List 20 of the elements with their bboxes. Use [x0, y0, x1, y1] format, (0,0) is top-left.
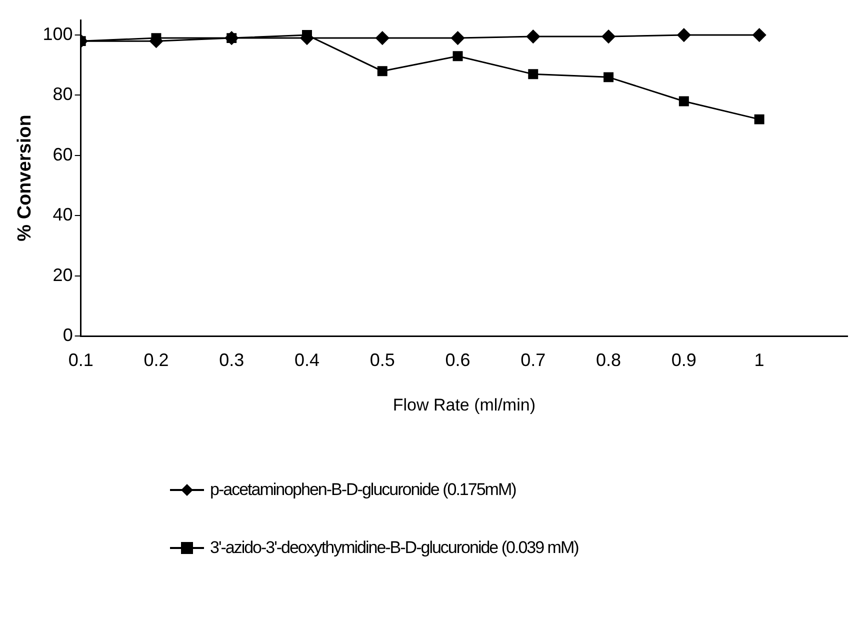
x-axis-title: Flow Rate (ml/min)	[392, 395, 536, 414]
y-tick-label: 40	[52, 204, 73, 225]
x-tick-label: 0.3	[219, 350, 244, 370]
y-tick-label: 60	[52, 144, 73, 164]
x-tick-label: 0.9	[671, 350, 696, 370]
y-tick-label: 0	[62, 324, 73, 345]
x-tick-label: 0.4	[294, 350, 320, 370]
x-tick-label: 0.6	[445, 350, 470, 370]
y-axis-title: % Conversion	[14, 114, 36, 242]
x-tick-label: 1	[754, 350, 764, 370]
x-tick-label: 0.1	[68, 350, 94, 370]
legend-label: p-acetaminophen-B-D-glucuronide (0.175mM)	[210, 480, 516, 500]
legend-label: 3'-azido-3'-deoxythymidine-B-D-glucuronide (0.039 mM)	[210, 538, 578, 558]
y-tick-label: 100	[42, 24, 73, 44]
y-tick-label: 80	[52, 84, 73, 104]
x-tick-label: 0.5	[370, 350, 395, 370]
y-tick-label: 20	[52, 264, 73, 285]
x-tick-label: 0.8	[596, 350, 622, 370]
x-tick-label: 0.7	[520, 350, 546, 370]
x-tick-label: 0.2	[144, 350, 169, 370]
